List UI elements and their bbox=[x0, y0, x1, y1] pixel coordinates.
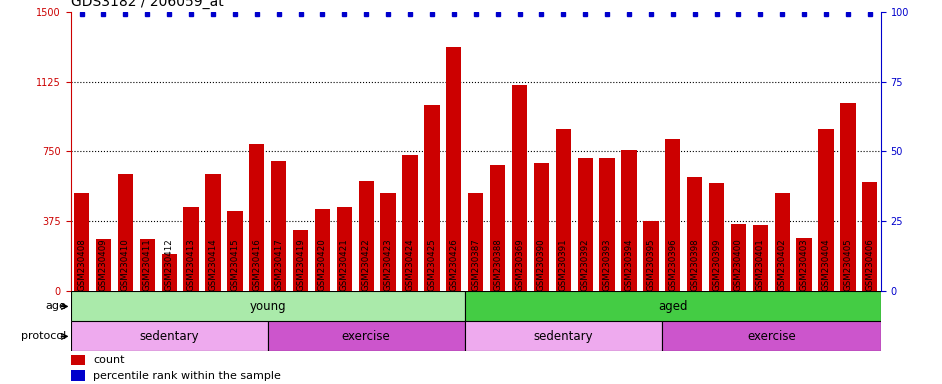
Bar bbox=[599, 158, 615, 291]
Text: count: count bbox=[93, 355, 125, 365]
Bar bbox=[577, 158, 593, 291]
Bar bbox=[96, 239, 111, 291]
Text: percentile rank within the sample: percentile rank within the sample bbox=[93, 371, 282, 381]
Text: GSM230403: GSM230403 bbox=[800, 239, 808, 291]
Bar bbox=[464, 291, 881, 321]
Bar bbox=[71, 370, 85, 381]
Text: sedentary: sedentary bbox=[139, 330, 199, 343]
Bar bbox=[753, 225, 768, 291]
Bar bbox=[774, 192, 790, 291]
Text: GSM230395: GSM230395 bbox=[646, 239, 656, 291]
Bar bbox=[819, 129, 834, 291]
Bar bbox=[161, 254, 177, 291]
Text: GSM230410: GSM230410 bbox=[121, 239, 130, 291]
Bar bbox=[184, 207, 199, 291]
Text: GDS3182 / 206059_at: GDS3182 / 206059_at bbox=[71, 0, 223, 9]
Text: GSM230421: GSM230421 bbox=[340, 239, 349, 291]
Bar bbox=[71, 321, 268, 351]
Bar bbox=[447, 47, 462, 291]
Text: GSM230424: GSM230424 bbox=[405, 239, 414, 291]
Bar bbox=[71, 355, 85, 365]
Text: GSM230411: GSM230411 bbox=[143, 239, 152, 291]
Text: age: age bbox=[45, 301, 66, 311]
Bar bbox=[249, 144, 265, 291]
Text: GSM230406: GSM230406 bbox=[866, 239, 874, 291]
Bar bbox=[840, 103, 855, 291]
Text: GSM230423: GSM230423 bbox=[383, 239, 393, 291]
Bar bbox=[71, 291, 464, 321]
Bar bbox=[731, 224, 746, 291]
Bar bbox=[73, 192, 89, 291]
Text: GSM230398: GSM230398 bbox=[690, 239, 699, 291]
Text: GSM230391: GSM230391 bbox=[559, 239, 568, 291]
Bar bbox=[271, 161, 286, 291]
Text: GSM230400: GSM230400 bbox=[734, 239, 743, 291]
Text: exercise: exercise bbox=[342, 330, 391, 343]
Bar bbox=[227, 211, 242, 291]
Bar bbox=[662, 321, 881, 351]
Text: sedentary: sedentary bbox=[533, 330, 593, 343]
Text: GSM230419: GSM230419 bbox=[296, 239, 305, 291]
Bar bbox=[268, 321, 464, 351]
Bar bbox=[468, 192, 483, 291]
Text: GSM230415: GSM230415 bbox=[231, 239, 239, 291]
Bar bbox=[359, 181, 374, 291]
Text: GSM230396: GSM230396 bbox=[668, 239, 677, 291]
Text: GSM230404: GSM230404 bbox=[821, 239, 831, 291]
Bar bbox=[512, 85, 528, 291]
Bar bbox=[336, 207, 352, 291]
Bar bbox=[643, 222, 658, 291]
Text: GSM230416: GSM230416 bbox=[252, 239, 261, 291]
Bar bbox=[293, 230, 308, 291]
Text: GSM230387: GSM230387 bbox=[471, 239, 480, 291]
Text: GSM230392: GSM230392 bbox=[580, 239, 590, 291]
Bar bbox=[118, 174, 133, 291]
Text: GSM230401: GSM230401 bbox=[755, 239, 765, 291]
Bar bbox=[315, 209, 330, 291]
Bar bbox=[402, 155, 417, 291]
Text: protocol: protocol bbox=[21, 331, 66, 341]
Text: young: young bbox=[250, 300, 286, 313]
Bar bbox=[709, 183, 724, 291]
Text: GSM230408: GSM230408 bbox=[77, 239, 86, 291]
Text: GSM230399: GSM230399 bbox=[712, 239, 721, 291]
Bar bbox=[424, 105, 440, 291]
Text: GSM230420: GSM230420 bbox=[318, 239, 327, 291]
Bar bbox=[862, 182, 878, 291]
Text: GSM230393: GSM230393 bbox=[603, 239, 611, 291]
Text: GSM230402: GSM230402 bbox=[778, 239, 787, 291]
Text: GSM230425: GSM230425 bbox=[428, 239, 436, 291]
Text: GSM230426: GSM230426 bbox=[449, 239, 459, 291]
Bar bbox=[381, 192, 396, 291]
Bar bbox=[665, 139, 680, 291]
Text: GSM230412: GSM230412 bbox=[165, 239, 173, 291]
Text: GSM230405: GSM230405 bbox=[843, 239, 853, 291]
Bar bbox=[139, 239, 154, 291]
Text: aged: aged bbox=[658, 300, 688, 313]
Bar bbox=[622, 150, 637, 291]
Bar bbox=[490, 165, 505, 291]
Text: GSM230394: GSM230394 bbox=[625, 239, 633, 291]
Bar bbox=[797, 238, 812, 291]
Text: GSM230369: GSM230369 bbox=[515, 239, 524, 291]
Bar bbox=[687, 177, 703, 291]
Text: GSM230414: GSM230414 bbox=[208, 239, 218, 291]
Text: GSM230409: GSM230409 bbox=[99, 239, 108, 291]
Text: GSM230422: GSM230422 bbox=[362, 239, 371, 291]
Text: GSM230417: GSM230417 bbox=[274, 239, 284, 291]
Text: GSM230388: GSM230388 bbox=[493, 239, 502, 291]
Bar bbox=[464, 321, 662, 351]
Bar bbox=[534, 163, 549, 291]
Text: GSM230413: GSM230413 bbox=[187, 239, 196, 291]
Bar bbox=[205, 174, 220, 291]
Bar bbox=[556, 129, 571, 291]
Text: GSM230390: GSM230390 bbox=[537, 239, 546, 291]
Text: exercise: exercise bbox=[747, 330, 796, 343]
